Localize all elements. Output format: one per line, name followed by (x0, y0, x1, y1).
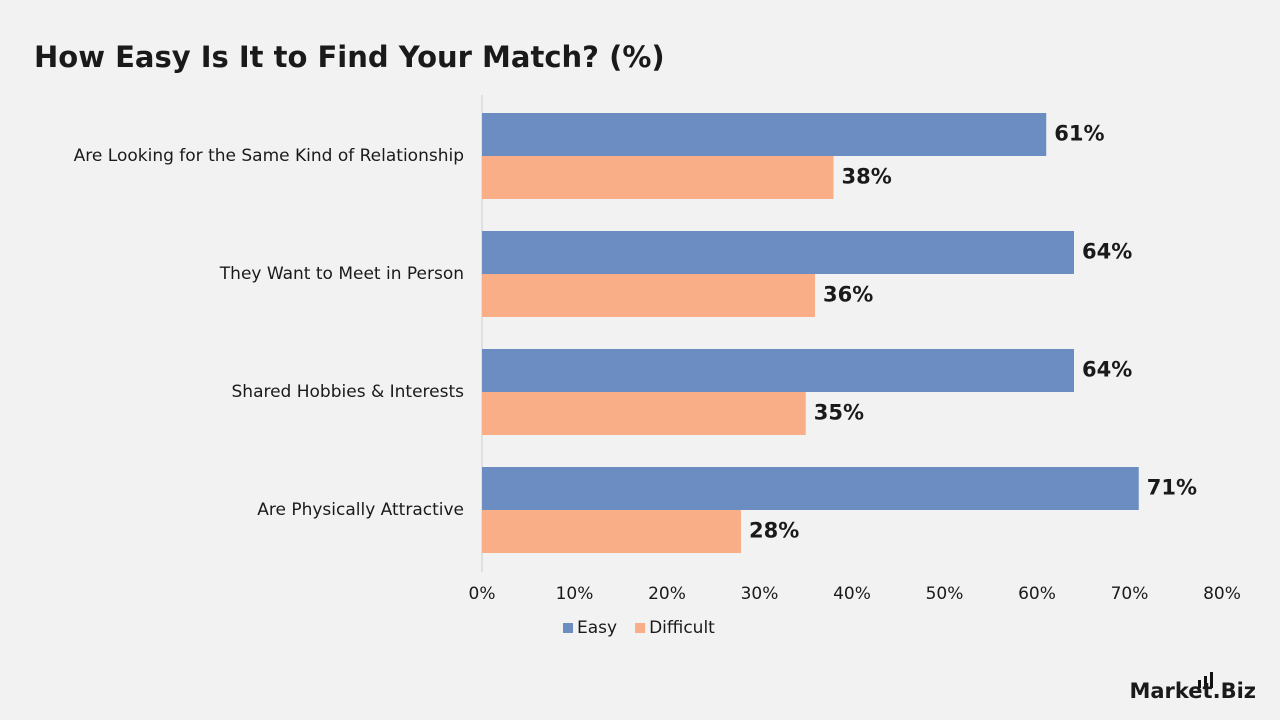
x-tick-label: 20% (648, 584, 686, 604)
bar (482, 113, 1047, 156)
y-tick-label: Are Physically Attractive (257, 500, 464, 520)
legend-label: Difficult (649, 618, 715, 638)
data-label: 64% (1082, 240, 1132, 264)
legend-swatch (563, 623, 573, 633)
bar (482, 392, 806, 435)
y-tick-label: Shared Hobbies & Interests (232, 382, 465, 402)
bar (482, 467, 1139, 510)
x-tick-label: 60% (1018, 584, 1056, 604)
legend-swatch (635, 623, 646, 633)
bar (482, 156, 834, 199)
bar (482, 231, 1074, 274)
logo: Market.Biz (1129, 679, 1256, 703)
bar (482, 349, 1074, 392)
data-label: 28% (749, 519, 799, 543)
data-label: 35% (814, 401, 864, 425)
x-tick-label: 30% (741, 584, 779, 604)
data-label: 61% (1054, 122, 1104, 146)
bar (482, 274, 815, 317)
x-tick-label: 70% (1111, 584, 1149, 604)
x-tick-label: 50% (926, 584, 964, 604)
legend-label: Easy (577, 618, 617, 638)
data-label: 36% (823, 283, 873, 307)
data-label: 38% (842, 165, 892, 189)
x-tick-label: 80% (1203, 584, 1241, 604)
x-tick-label: 40% (833, 584, 871, 604)
logo-icon (1198, 672, 1213, 688)
x-tick-label: 10% (556, 584, 594, 604)
bar (482, 510, 741, 553)
y-tick-label: They Want to Meet in Person (219, 264, 464, 284)
data-label: 71% (1147, 476, 1197, 500)
x-tick-label: 0% (469, 584, 496, 604)
y-tick-label: Are Looking for the Same Kind of Relatio… (74, 146, 464, 166)
chart-title: How Easy Is It to Find Your Match? (%) (34, 40, 665, 74)
data-label: 64% (1082, 358, 1132, 382)
